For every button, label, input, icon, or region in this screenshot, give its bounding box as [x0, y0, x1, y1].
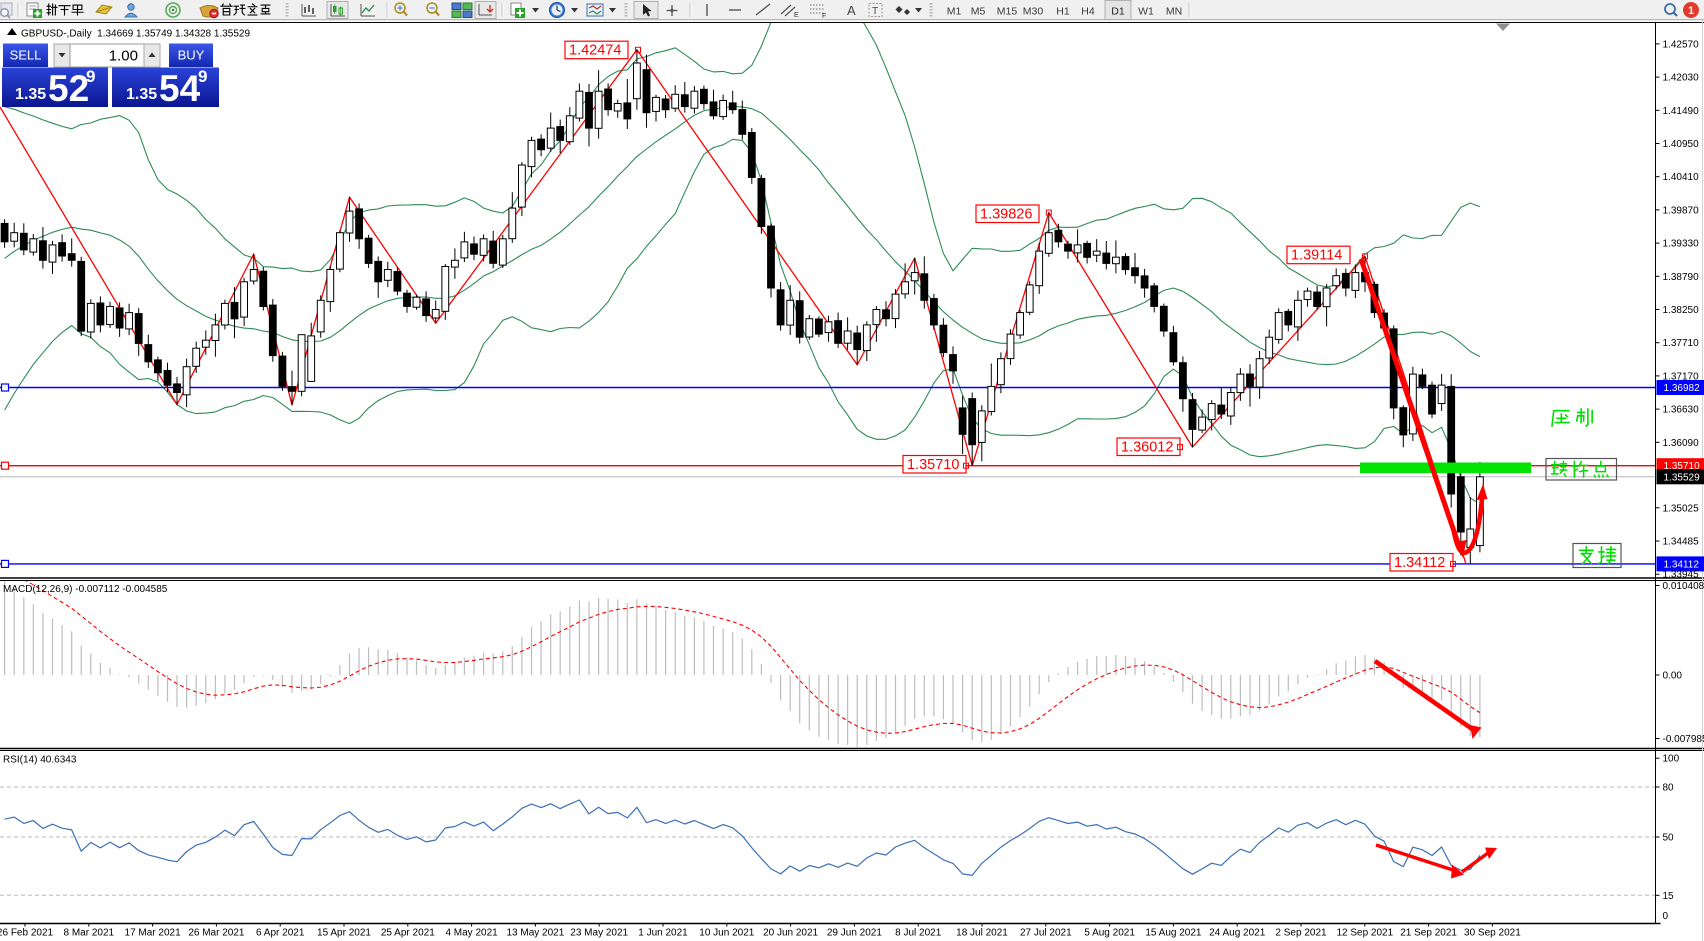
svg-text:1.34112: 1.34112 — [1394, 555, 1445, 571]
svg-text:24 Aug 2021: 24 Aug 2021 — [1209, 928, 1266, 939]
svg-text:10 Jun 2021: 10 Jun 2021 — [699, 928, 754, 939]
svg-text:1.42570: 1.42570 — [1663, 39, 1700, 50]
svg-text:M1: M1 — [947, 6, 962, 18]
svg-text:1.36012: 1.36012 — [1121, 440, 1173, 456]
svg-text:0.00: 0.00 — [1663, 671, 1683, 682]
svg-text:1.37710: 1.37710 — [1663, 338, 1700, 349]
svg-text:M5: M5 — [971, 6, 986, 18]
svg-text:T: T — [872, 6, 878, 17]
svg-text:-0.007985: -0.007985 — [1663, 734, 1704, 745]
svg-text:4 May 2021: 4 May 2021 — [445, 928, 498, 939]
svg-text:100: 100 — [1663, 754, 1680, 765]
svg-text:1.33945: 1.33945 — [1663, 570, 1700, 581]
svg-text:15 Aug 2021: 15 Aug 2021 — [1145, 928, 1202, 939]
svg-text:1.35710: 1.35710 — [907, 457, 959, 473]
svg-text:1.35710: 1.35710 — [1664, 461, 1701, 472]
svg-text:F: F — [822, 13, 826, 20]
svg-text:SELL: SELL — [10, 48, 42, 63]
svg-text:1.39330: 1.39330 — [1663, 239, 1700, 250]
svg-text:54: 54 — [159, 68, 201, 109]
svg-text:RSI(14) 40.6343: RSI(14) 40.6343 — [3, 755, 77, 766]
svg-text:0.010408: 0.010408 — [1663, 581, 1704, 592]
svg-text:17 Mar 2021: 17 Mar 2021 — [125, 928, 182, 939]
svg-text:13 May 2021: 13 May 2021 — [506, 928, 564, 939]
svg-text:1.39114: 1.39114 — [1291, 248, 1342, 264]
svg-text:1.36982: 1.36982 — [1664, 383, 1701, 394]
svg-text:H4: H4 — [1081, 6, 1095, 18]
svg-text:1.35025: 1.35025 — [1663, 503, 1700, 514]
svg-text:8 Mar 2021: 8 Mar 2021 — [64, 928, 115, 939]
svg-text:1.39826: 1.39826 — [980, 207, 1032, 223]
svg-text:1.34485: 1.34485 — [1663, 537, 1700, 548]
svg-text:MN: MN — [1166, 6, 1182, 18]
svg-text:80: 80 — [1663, 783, 1675, 794]
svg-text:1.38790: 1.38790 — [1663, 272, 1700, 283]
svg-text:1.36090: 1.36090 — [1663, 438, 1700, 449]
svg-text:27 Jul 2021: 27 Jul 2021 — [1020, 928, 1072, 939]
svg-text:30 Sep 2021: 30 Sep 2021 — [1464, 928, 1521, 939]
svg-text:18 Jul 2021: 18 Jul 2021 — [956, 928, 1008, 939]
svg-text:1.42030: 1.42030 — [1663, 73, 1700, 84]
svg-text:1.34112: 1.34112 — [1664, 559, 1700, 570]
svg-text:1.42474: 1.42474 — [569, 43, 621, 59]
svg-text:1.35529: 1.35529 — [1664, 472, 1701, 483]
svg-text:M15: M15 — [997, 6, 1018, 18]
svg-text:29 Jun 2021: 29 Jun 2021 — [827, 928, 882, 939]
svg-text:D1: D1 — [1111, 6, 1125, 18]
svg-text:1.41490: 1.41490 — [1663, 106, 1700, 117]
svg-text:1.00: 1.00 — [109, 48, 138, 65]
svg-text:W1: W1 — [1138, 6, 1154, 18]
svg-text:2 Sep 2021: 2 Sep 2021 — [1275, 928, 1327, 939]
svg-text:1.39870: 1.39870 — [1663, 205, 1700, 216]
svg-text:25 Apr 2021: 25 Apr 2021 — [381, 928, 435, 939]
svg-text:20 Jun 2021: 20 Jun 2021 — [763, 928, 818, 939]
svg-text:9: 9 — [86, 67, 95, 86]
svg-text:GBPUSD-,Daily 1.34669 1.35749: GBPUSD-,Daily 1.34669 1.35749 1.34328 1.… — [21, 29, 250, 40]
svg-text:1 Jun 2021: 1 Jun 2021 — [638, 928, 688, 939]
svg-text:A: A — [847, 3, 856, 18]
svg-text:BUY: BUY — [178, 48, 205, 63]
svg-text:1.36630: 1.36630 — [1663, 405, 1700, 416]
svg-text:52: 52 — [48, 68, 89, 109]
svg-text:12 Sep 2021: 12 Sep 2021 — [1336, 928, 1393, 939]
svg-text:0: 0 — [1663, 911, 1669, 922]
svg-text:8 Jul 2021: 8 Jul 2021 — [895, 928, 942, 939]
svg-text:1.35: 1.35 — [126, 86, 157, 103]
svg-text:1: 1 — [1688, 5, 1694, 17]
svg-text:E: E — [794, 12, 799, 19]
svg-text:23 May 2021: 23 May 2021 — [570, 928, 628, 939]
svg-text:1.35: 1.35 — [15, 86, 46, 103]
svg-text:26 Feb 2021: 26 Feb 2021 — [0, 928, 54, 939]
svg-text:1.40410: 1.40410 — [1663, 172, 1700, 183]
svg-text:21 Sep 2021: 21 Sep 2021 — [1400, 928, 1457, 939]
svg-text:MACD(12,26,9) -0.007112 -0.004: MACD(12,26,9) -0.007112 -0.004585 — [3, 584, 168, 595]
svg-text:1.38250: 1.38250 — [1663, 305, 1700, 316]
svg-text:1.40950: 1.40950 — [1663, 139, 1700, 150]
svg-text:26 Mar 2021: 26 Mar 2021 — [188, 928, 245, 939]
svg-text:M30: M30 — [1023, 6, 1044, 18]
svg-text:15 Apr 2021: 15 Apr 2021 — [317, 928, 371, 939]
svg-text:15: 15 — [1663, 891, 1675, 902]
svg-text:5 Aug 2021: 5 Aug 2021 — [1084, 928, 1135, 939]
svg-text:1.37170: 1.37170 — [1663, 371, 1700, 382]
svg-text:9: 9 — [198, 67, 207, 86]
svg-text:H1: H1 — [1056, 6, 1070, 18]
svg-text:50: 50 — [1663, 833, 1675, 844]
svg-text:6 Apr 2021: 6 Apr 2021 — [256, 928, 305, 939]
